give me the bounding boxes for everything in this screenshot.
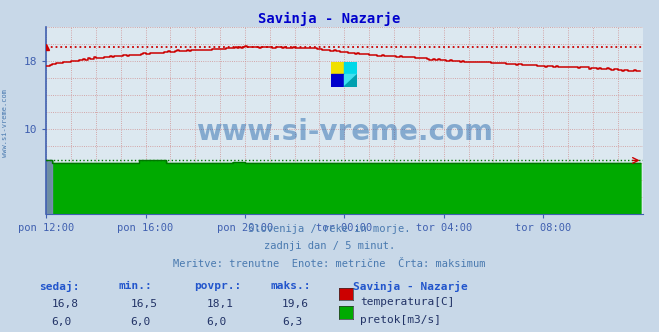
Text: min.:: min.:	[119, 281, 152, 290]
Text: 6,3: 6,3	[282, 317, 302, 327]
Polygon shape	[331, 62, 344, 74]
Text: Savinja - Nazarje: Savinja - Nazarje	[258, 12, 401, 26]
Text: 16,5: 16,5	[130, 299, 158, 309]
Polygon shape	[331, 74, 344, 87]
Text: pretok[m3/s]: pretok[m3/s]	[360, 315, 441, 325]
Text: www.si-vreme.com: www.si-vreme.com	[196, 118, 493, 146]
Text: povpr.:: povpr.:	[194, 281, 242, 290]
Text: 6,0: 6,0	[130, 317, 151, 327]
Text: 6,0: 6,0	[51, 317, 72, 327]
Text: www.si-vreme.com: www.si-vreme.com	[2, 89, 9, 157]
Text: Slovenija / reke in morje.: Slovenija / reke in morje.	[248, 224, 411, 234]
Text: 19,6: 19,6	[282, 299, 309, 309]
Text: zadnji dan / 5 minut.: zadnji dan / 5 minut.	[264, 241, 395, 251]
Polygon shape	[344, 74, 357, 87]
Text: Meritve: trenutne  Enote: metrične  Črta: maksimum: Meritve: trenutne Enote: metrične Črta: …	[173, 259, 486, 269]
Text: Savinja - Nazarje: Savinja - Nazarje	[353, 281, 467, 291]
Text: maks.:: maks.:	[270, 281, 310, 290]
Text: sedaj:: sedaj:	[40, 281, 80, 291]
Text: 16,8: 16,8	[51, 299, 78, 309]
Text: 18,1: 18,1	[206, 299, 233, 309]
Text: 6,0: 6,0	[206, 317, 227, 327]
Polygon shape	[344, 74, 357, 87]
Text: temperatura[C]: temperatura[C]	[360, 297, 454, 307]
Polygon shape	[344, 62, 357, 74]
